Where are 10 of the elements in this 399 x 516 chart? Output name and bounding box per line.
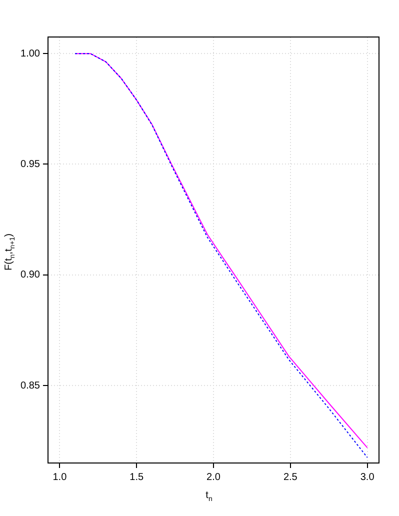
x-tick-label: 1.5 (130, 472, 144, 483)
y-tick-label: 0.85 (20, 380, 40, 392)
x-axis-title: t$_{n}$ (206, 490, 212, 503)
y-tick-label: 0.90 (20, 270, 40, 281)
y-tick-label: 0.95 (20, 158, 40, 170)
y-tick-label: 1.00 (20, 48, 40, 60)
x-tick-label: 2.5 (283, 472, 298, 483)
x-tick-label: 1.0 (52, 472, 68, 483)
x-tick-label: 2.0 (206, 472, 221, 483)
x-tick-label: 3.0 (360, 472, 375, 483)
